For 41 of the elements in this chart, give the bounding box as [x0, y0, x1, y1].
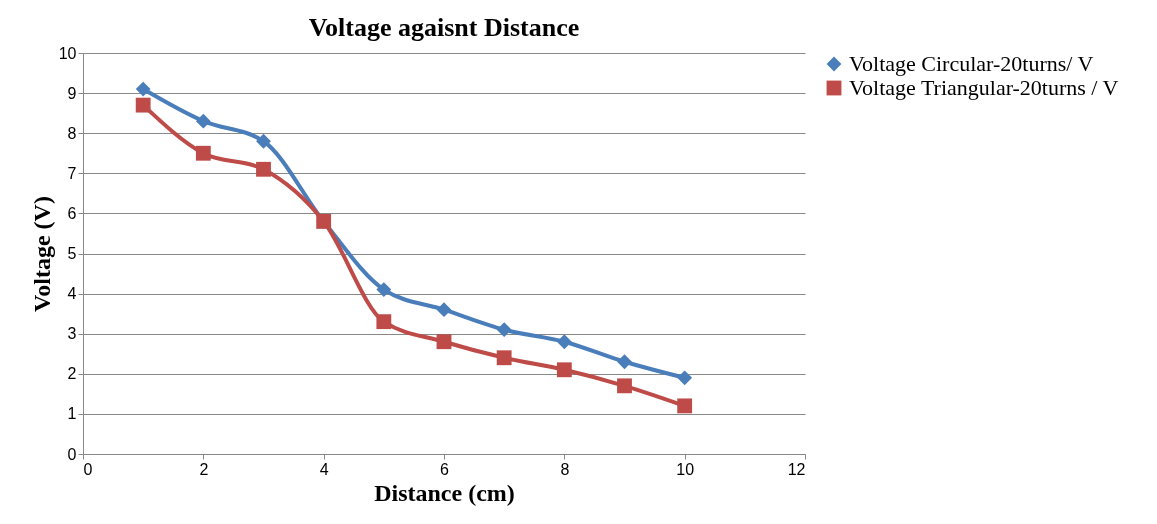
x-tick-label: 12: [787, 460, 806, 478]
point: [256, 133, 271, 149]
point: [556, 362, 572, 378]
point: [436, 302, 452, 318]
chart-title: Voltage agaisnt Distance: [308, 13, 580, 42]
y-tick-label: 0: [67, 445, 77, 463]
x-tick-label: 8: [560, 460, 570, 478]
y-tick-label: 5: [67, 245, 77, 262]
y-tick-label: 9: [67, 84, 77, 102]
legend-label: Voltage Circular-20turns/ V: [849, 51, 1094, 76]
y-tick-label: 3: [67, 325, 77, 343]
y-tick-label: 4: [67, 285, 77, 303]
x-tick-label: 6: [440, 460, 450, 478]
point: [617, 378, 632, 394]
y-tick-label: 2: [67, 365, 77, 383]
point: [677, 370, 693, 386]
point: [195, 145, 211, 161]
y-axis-title: Voltage (V): [28, 196, 55, 312]
y-tick-label: 1: [67, 405, 77, 423]
x-tick-label: 2: [199, 460, 209, 478]
x-tick-label: 0: [83, 460, 93, 478]
y-tick-label: 10: [58, 44, 77, 62]
point: [135, 97, 151, 113]
point: [617, 354, 632, 370]
point: [677, 398, 693, 414]
point: [135, 81, 151, 97]
point: [496, 322, 512, 338]
x-tick-label: 10: [676, 460, 695, 478]
point: [556, 334, 572, 350]
point: [376, 282, 392, 298]
point: [496, 350, 512, 366]
point: [256, 161, 271, 177]
y-tick-label: 6: [67, 204, 77, 222]
legend-label: Voltage Triangular-20turns / V: [849, 75, 1119, 100]
point: [195, 113, 211, 129]
x-axis-title: Distance (cm): [374, 479, 515, 506]
y-tick-label: 7: [67, 164, 77, 182]
point: [376, 314, 392, 330]
y-tick-label: 8: [67, 124, 77, 142]
x-tick-label: 4: [319, 460, 329, 478]
point: [436, 334, 452, 350]
